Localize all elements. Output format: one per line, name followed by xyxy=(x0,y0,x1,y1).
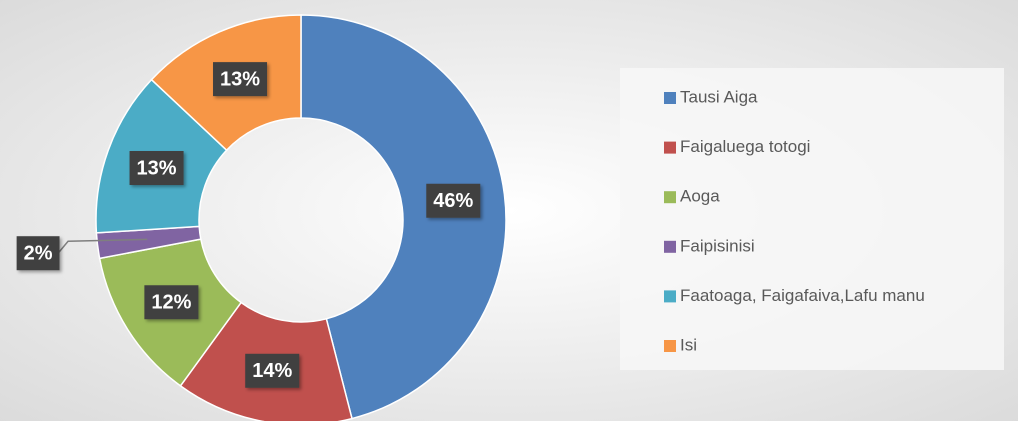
data-label: 2% xyxy=(24,242,53,264)
legend-label: Isi xyxy=(680,335,697,354)
legend-label: Faipisinisi xyxy=(680,236,755,255)
data-label-box xyxy=(426,183,481,218)
data-label-box xyxy=(144,285,199,320)
legend-marker xyxy=(664,141,676,154)
donut-slice xyxy=(300,14,507,420)
leader-line xyxy=(57,238,148,254)
data-label: 46% xyxy=(433,190,473,212)
legend-label: Faatoaga, Faigafaiva,Lafu manu xyxy=(680,286,925,305)
legend-marker xyxy=(664,340,676,352)
legend-box xyxy=(620,68,1004,370)
data-label: 13% xyxy=(220,68,260,90)
legend-marker xyxy=(664,191,676,204)
legend-marker xyxy=(664,92,676,104)
data-label-box xyxy=(213,62,268,97)
data-label: 14% xyxy=(252,360,292,382)
legend-marker xyxy=(664,290,676,303)
data-label: 13% xyxy=(137,157,177,179)
legend-label: Faigaluega totogi xyxy=(680,137,810,156)
data-label-box xyxy=(16,236,60,271)
data-label-box xyxy=(129,151,184,186)
data-label: 12% xyxy=(151,292,191,314)
legend-marker xyxy=(664,240,676,253)
data-label-box xyxy=(245,353,300,388)
legend-label: Tausi Aiga xyxy=(680,87,758,106)
legend-label: Aoga xyxy=(680,187,720,206)
